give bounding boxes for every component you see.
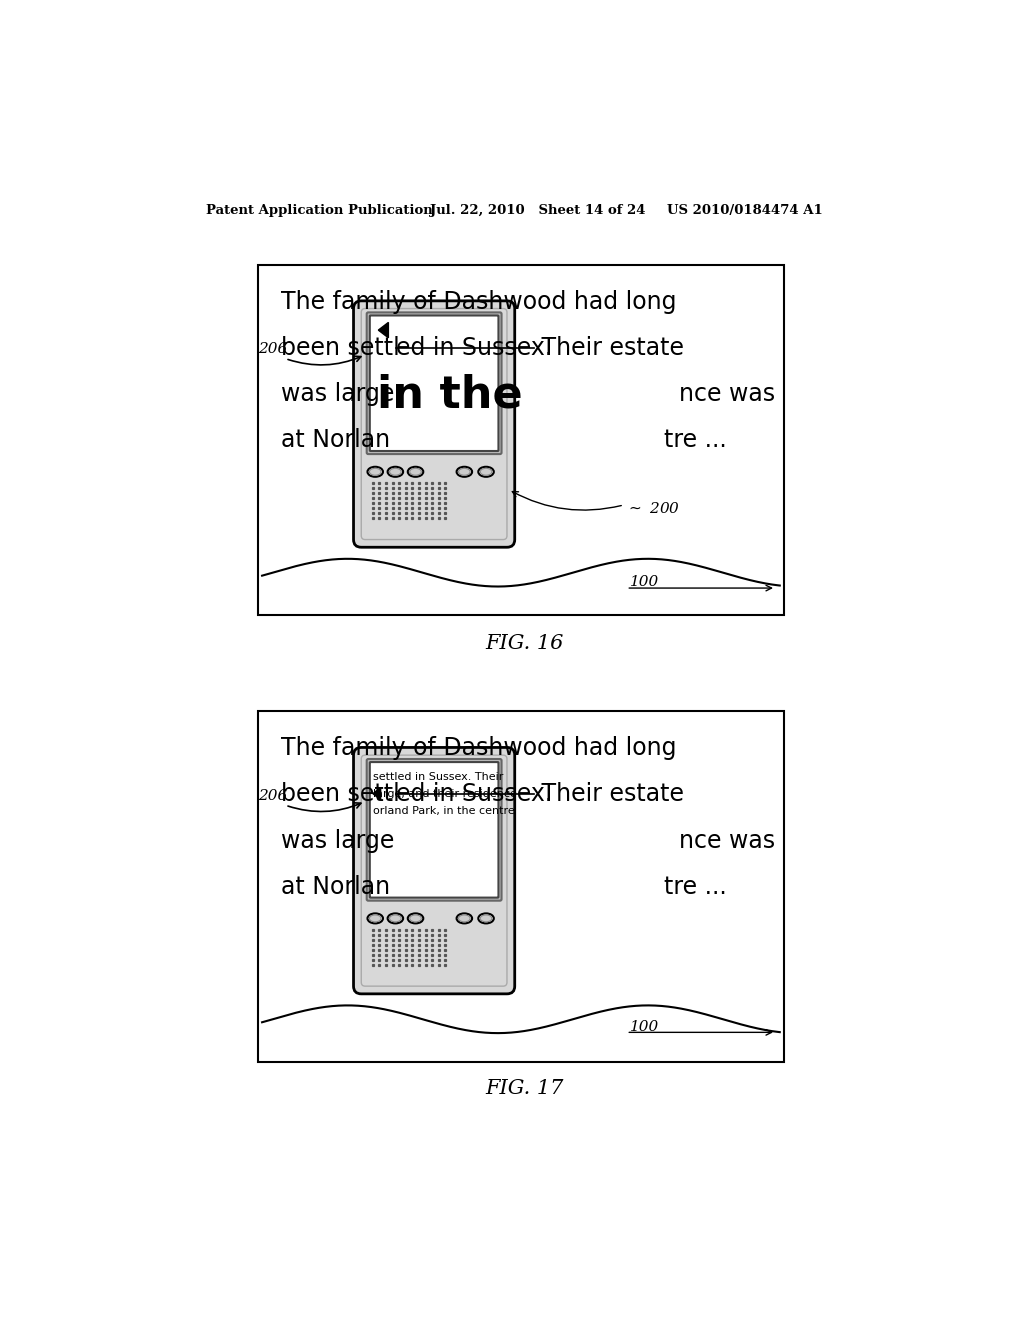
- FancyBboxPatch shape: [370, 762, 499, 898]
- Text: nce was: nce was: [679, 381, 775, 407]
- Text: 206: 206: [258, 342, 288, 356]
- Text: been settl: been settl: [282, 335, 400, 360]
- Text: Jul. 22, 2010   Sheet 14 of 24: Jul. 22, 2010 Sheet 14 of 24: [430, 205, 646, 218]
- Text: The family of Dashwood had long: The family of Dashwood had long: [282, 737, 677, 760]
- Text: tre ...: tre ...: [664, 428, 726, 453]
- Ellipse shape: [410, 915, 421, 921]
- Text: orland Park, in the centre: orland Park, in the centre: [373, 805, 515, 816]
- Bar: [258, 711, 783, 1061]
- Text: Patent Application Publication: Patent Application Publication: [206, 205, 432, 218]
- FancyBboxPatch shape: [353, 747, 515, 994]
- Ellipse shape: [480, 915, 492, 921]
- Text: was large: was large: [282, 829, 395, 853]
- Ellipse shape: [370, 469, 381, 475]
- Text: The family of Dashwood had long: The family of Dashwood had long: [282, 289, 677, 314]
- Ellipse shape: [368, 467, 383, 477]
- Text: FIG. 17: FIG. 17: [485, 1078, 564, 1098]
- Polygon shape: [373, 788, 381, 800]
- Text: at Norlan: at Norlan: [282, 428, 390, 453]
- Ellipse shape: [408, 467, 423, 477]
- FancyBboxPatch shape: [370, 315, 499, 451]
- Text: in the: in the: [377, 374, 522, 416]
- Ellipse shape: [370, 915, 381, 921]
- Ellipse shape: [478, 467, 494, 477]
- Text: tre ...: tre ...: [664, 875, 726, 899]
- Ellipse shape: [389, 469, 401, 475]
- Text: been settl: been settl: [282, 783, 400, 807]
- Text: nce was: nce was: [679, 829, 775, 853]
- Text: FIG. 16: FIG. 16: [485, 634, 564, 653]
- Ellipse shape: [478, 913, 494, 924]
- Ellipse shape: [408, 913, 423, 924]
- Text: ed in Sussex.: ed in Sussex.: [396, 335, 552, 360]
- Text: Their estate: Their estate: [535, 335, 684, 360]
- Text: 100: 100: [630, 1020, 659, 1034]
- Ellipse shape: [457, 467, 472, 477]
- Text: ed in Sussex.: ed in Sussex.: [396, 783, 552, 807]
- Text: US 2010/0184474 A1: US 2010/0184474 A1: [667, 205, 822, 218]
- Text: $\sim$ 200: $\sim$ 200: [626, 502, 680, 516]
- Ellipse shape: [457, 913, 472, 924]
- Ellipse shape: [480, 469, 492, 475]
- Text: Their estate: Their estate: [535, 783, 684, 807]
- FancyBboxPatch shape: [367, 759, 502, 900]
- Ellipse shape: [388, 913, 403, 924]
- Bar: [258, 264, 783, 615]
- FancyBboxPatch shape: [367, 313, 502, 454]
- Ellipse shape: [389, 915, 401, 921]
- Polygon shape: [378, 322, 388, 338]
- Text: 100: 100: [630, 576, 659, 589]
- Text: at Norlan: at Norlan: [282, 875, 390, 899]
- Ellipse shape: [459, 469, 470, 475]
- Ellipse shape: [368, 913, 383, 924]
- Text: large, and their residence: large, and their residence: [373, 788, 517, 799]
- Ellipse shape: [388, 467, 403, 477]
- Ellipse shape: [459, 915, 470, 921]
- Text: 206: 206: [258, 789, 288, 803]
- Text: settled in Sussex. Their: settled in Sussex. Their: [373, 772, 503, 781]
- Ellipse shape: [410, 469, 421, 475]
- FancyBboxPatch shape: [353, 301, 515, 548]
- Text: was large: was large: [282, 381, 395, 407]
